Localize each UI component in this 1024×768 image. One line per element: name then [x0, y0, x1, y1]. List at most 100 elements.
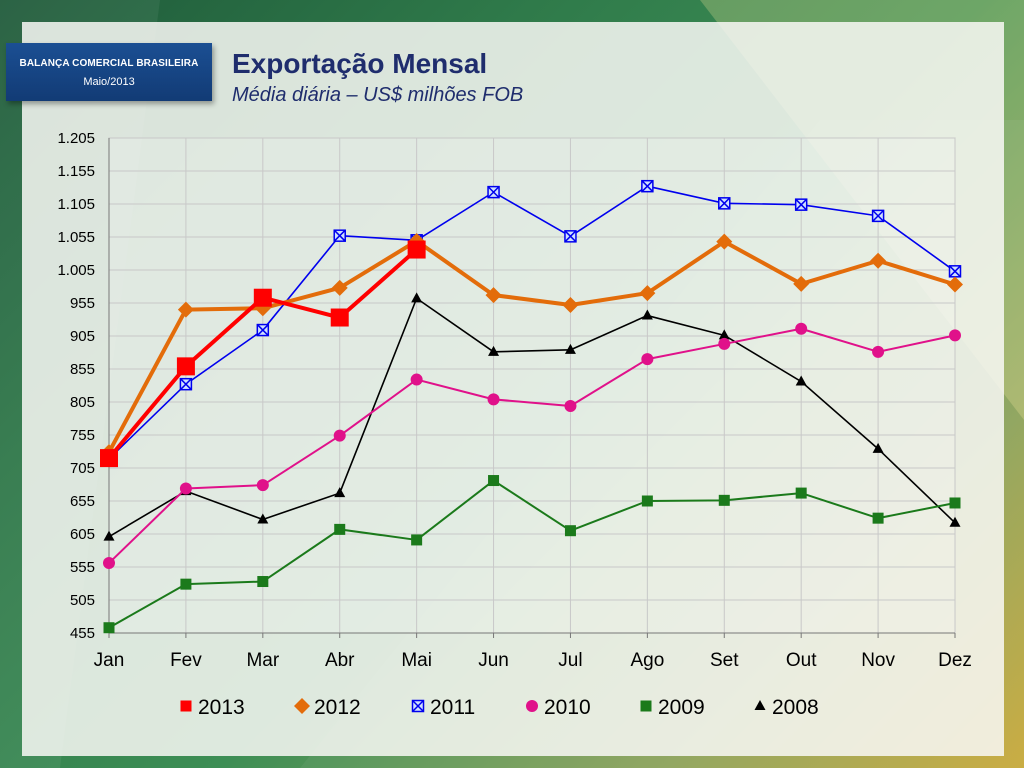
data-point-2010: [564, 399, 577, 412]
data-point-2012: [870, 252, 887, 269]
data-point-2009: [718, 494, 730, 506]
data-point-2011: [179, 377, 193, 391]
data-point-2010: [256, 479, 269, 492]
data-point-2013: [176, 357, 195, 376]
data-point-2009: [103, 622, 115, 634]
badge-org-label: BALANÇA COMERCIAL BRASILEIRA: [19, 58, 199, 69]
report-badge: BALANÇA COMERCIAL BRASILEIRA Maio/2013: [6, 43, 212, 101]
data-point-2008: [641, 309, 653, 320]
data-point-2009: [641, 495, 653, 507]
y-tick-label: 455: [70, 625, 95, 642]
data-point-2009: [488, 475, 500, 487]
x-tick-label: Dez: [938, 650, 972, 671]
data-point-2012: [177, 301, 194, 318]
data-point-2008: [488, 345, 500, 356]
legend-marker-2012: [294, 698, 310, 714]
data-point-2008: [872, 442, 884, 453]
page-subtitle: Média diária – US$ milhões FOB: [232, 84, 524, 106]
data-point-2013: [253, 288, 272, 307]
data-point-2009: [795, 487, 807, 499]
x-tick-label: Fev: [170, 650, 202, 671]
data-point-2010: [718, 337, 731, 350]
data-point-2010: [179, 482, 192, 495]
data-point-2010: [641, 353, 654, 366]
data-point-2008: [718, 329, 730, 340]
legend-label: 2013: [198, 696, 245, 719]
x-tick-label: Abr: [325, 650, 355, 671]
legend-marker-2010: [526, 700, 538, 712]
data-point-2011: [487, 185, 500, 199]
data-point-2009: [180, 578, 192, 590]
y-tick-label: 1.155: [57, 163, 95, 180]
data-point-2010: [795, 322, 808, 335]
legend-label: 2008: [772, 696, 819, 719]
data-point-2012: [485, 287, 502, 304]
data-point-2009: [411, 534, 423, 546]
y-tick-label: 855: [70, 361, 95, 378]
series-line-2009: [108, 479, 956, 629]
y-tick-label: 755: [70, 427, 95, 444]
legend-marker-2008: [754, 700, 766, 710]
legend-label: 2012: [314, 696, 361, 719]
data-point-2009: [949, 497, 961, 509]
data-point-2008: [411, 292, 423, 303]
data-point-2013: [407, 240, 426, 259]
data-point-2010: [487, 393, 500, 406]
series-line-2008: [108, 297, 956, 538]
x-tick-label: Nov: [861, 650, 895, 671]
x-tick-label: Out: [786, 650, 817, 671]
y-tick-label: 705: [70, 460, 95, 477]
y-tick-label: 605: [70, 526, 95, 543]
y-tick-label: 955: [70, 295, 95, 312]
x-tick-label: Mar: [246, 650, 279, 671]
data-point-2010: [103, 557, 115, 570]
data-point-2011: [718, 197, 731, 210]
data-point-2009: [872, 512, 884, 524]
data-point-2012: [947, 276, 963, 293]
data-point-2011: [256, 323, 270, 337]
data-point-2009: [257, 576, 269, 588]
data-point-2008: [564, 343, 576, 354]
x-tick-label: Jun: [478, 650, 509, 671]
data-point-2012: [793, 275, 810, 292]
data-point-2012: [716, 233, 733, 250]
legend-marker-2011: [411, 699, 425, 713]
data-point-2008: [103, 530, 115, 541]
data-point-2009: [334, 523, 346, 535]
x-tick-label: Jan: [94, 650, 125, 671]
series-line-2010: [108, 327, 956, 564]
data-point-2009: [564, 525, 576, 537]
data-point-2010: [949, 329, 961, 342]
data-point-2010: [333, 429, 346, 442]
page-title: Exportação Mensal: [232, 48, 488, 79]
x-tick-label: Ago: [630, 650, 664, 671]
data-point-2011: [641, 179, 654, 193]
data-point-2011: [871, 209, 885, 223]
badge-period-label: Maio/2013: [83, 76, 135, 88]
legend-label: 2010: [544, 696, 591, 719]
y-tick-label: 505: [70, 592, 95, 609]
data-point-2011: [333, 229, 346, 242]
y-tick-label: 1.105: [57, 196, 95, 213]
legend-label: 2009: [658, 696, 705, 719]
data-point-2011: [794, 198, 808, 211]
y-tick-label: 805: [70, 394, 95, 411]
y-tick-label: 905: [70, 328, 95, 345]
series-line-2011: [108, 185, 956, 460]
y-tick-label: 1.055: [57, 229, 95, 246]
y-tick-label: 1.005: [57, 262, 95, 279]
x-tick-label: Mai: [401, 650, 432, 671]
data-point-2008: [257, 513, 269, 524]
data-point-2012: [562, 296, 579, 313]
y-tick-label: 655: [70, 493, 95, 510]
y-tick-label: 1.205: [57, 130, 95, 147]
data-point-2012: [639, 285, 656, 302]
data-point-2010: [872, 345, 885, 358]
data-point-2011: [564, 230, 577, 243]
y-tick-label: 555: [70, 559, 95, 576]
data-point-2013: [330, 308, 349, 327]
legend-marker-2013: [180, 700, 192, 712]
legend-marker-2009: [640, 700, 652, 712]
data-point-2012: [331, 279, 348, 296]
x-tick-label: Set: [710, 650, 739, 671]
